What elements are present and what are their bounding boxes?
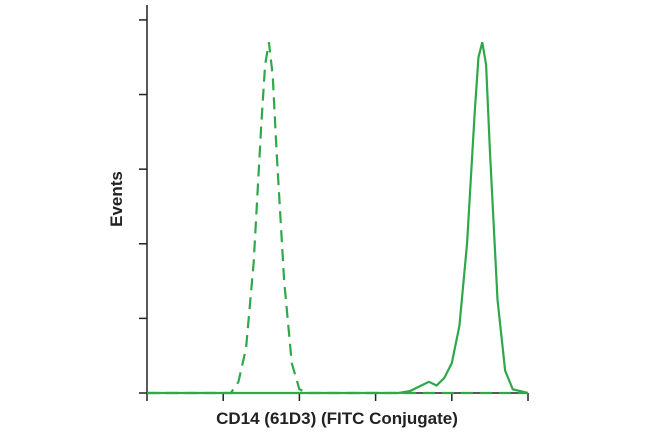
y-axis-label: Events	[107, 171, 126, 227]
histogram-line	[147, 42, 529, 395]
histogram-line	[147, 42, 528, 395]
x-axis-label: CD14 (61D3) (FITC Conjugate)	[216, 409, 458, 428]
